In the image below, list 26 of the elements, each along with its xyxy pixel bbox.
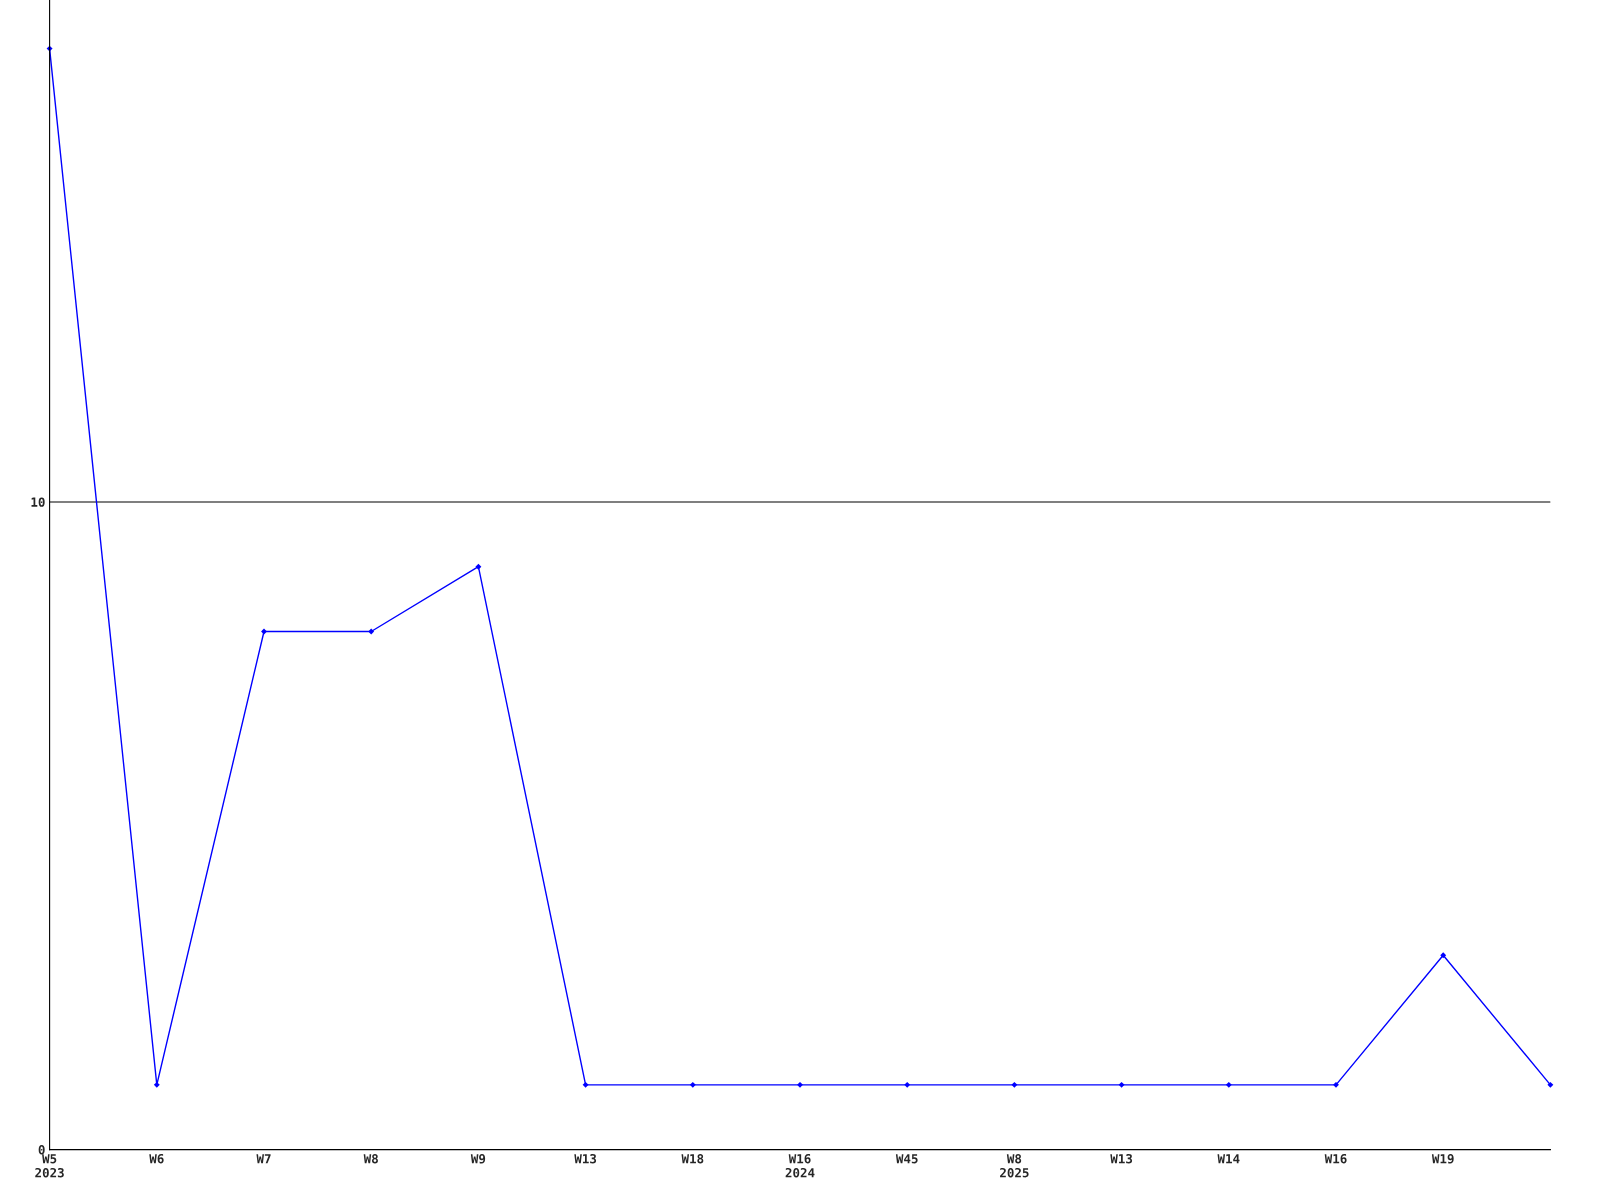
- x-tick-label: W8: [363, 1153, 378, 1164]
- x-tick-label: W13: [574, 1153, 597, 1164]
- point: [368, 628, 375, 635]
- y-tick-label: 0: [38, 1145, 45, 1155]
- point: [582, 1081, 589, 1088]
- x-tick-label: W8 2025: [1000, 1153, 1029, 1178]
- point: [475, 563, 482, 570]
- point: [1118, 1081, 1125, 1088]
- x-tick-label: W18: [681, 1153, 704, 1164]
- point: [1547, 1081, 1554, 1088]
- point: [1011, 1081, 1018, 1088]
- x-tick-label: W19: [1431, 1154, 1454, 1164]
- x-tick-label: W16: [1324, 1154, 1347, 1164]
- point: [1333, 1081, 1339, 1088]
- point: [261, 628, 267, 635]
- x-tick-label: W7: [256, 1154, 271, 1164]
- x-tick-label: W9: [470, 1154, 486, 1164]
- x-tick-label: W5 2023: [35, 1154, 64, 1178]
- x-tick-label: W45: [895, 1154, 918, 1164]
- x-tick-label: W16 2024: [785, 1154, 815, 1178]
- y-tick-label: 10: [31, 497, 45, 507]
- point: [1440, 952, 1447, 959]
- x-tick-label: W14: [1217, 1154, 1240, 1164]
- x-tick-label: W6: [149, 1154, 164, 1164]
- x-tick-label: W13: [1110, 1153, 1133, 1164]
- point: [797, 1081, 803, 1088]
